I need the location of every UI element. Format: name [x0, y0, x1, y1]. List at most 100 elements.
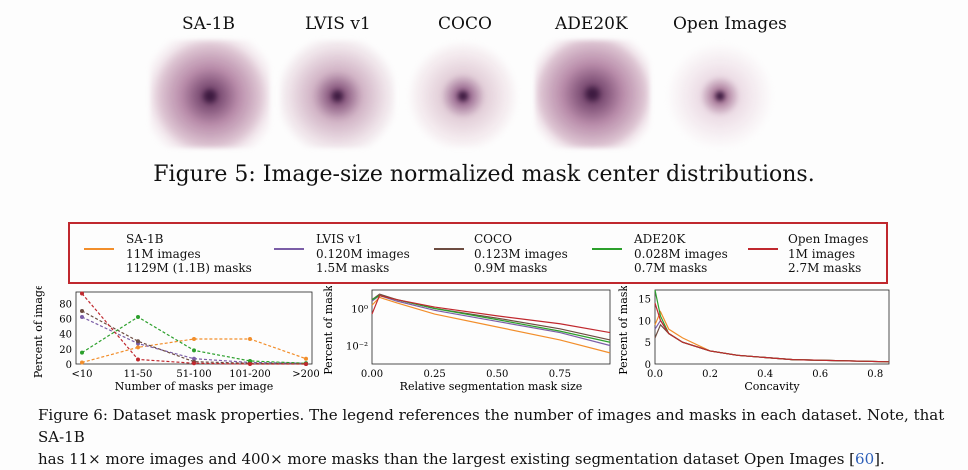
- series-line: [81, 293, 306, 365]
- series-line: [654, 302, 890, 363]
- legend-masks-coco: 0.9M masks: [474, 261, 548, 275]
- x-tick-label: 51-100: [176, 369, 211, 380]
- caption-line2-end: ].: [874, 450, 885, 468]
- x-tick-label: 0.00: [361, 369, 383, 380]
- legend-swatch-lvis: [274, 248, 304, 250]
- plot-frame: [371, 289, 611, 365]
- chart-concavity: Concavity Percent of masks 0 5 10 15 0.0 0.2 0.4…: [617, 286, 890, 393]
- legend-masks-lvis: 1.5M masks: [316, 261, 390, 275]
- heatmap-lvis: [280, 40, 395, 148]
- chart-masks-per-image: Number of masks per image Percent of imag…: [32, 286, 320, 393]
- data-point: [248, 336, 252, 341]
- series-line: [654, 310, 890, 363]
- legend-swatch-ade20k: [592, 248, 622, 250]
- plot-frame: [654, 289, 890, 365]
- figure-6-caption: Figure 6: Dataset mask properties. The l…: [38, 404, 948, 470]
- legend-images-sa1b: 11M images: [126, 247, 201, 261]
- heatmap-label-sa1b: SA-1B: [182, 14, 235, 34]
- data-point: [192, 336, 196, 341]
- x-axis-label: Concavity: [744, 380, 800, 393]
- x-axis-label: Number of masks per image: [115, 380, 273, 393]
- y-tick-label: 10⁰: [351, 305, 368, 316]
- heatmap-label-openimages: Open Images: [673, 14, 787, 34]
- data-point: [136, 357, 140, 362]
- x-tick-label: 0.75: [549, 369, 571, 380]
- citation-link[interactable]: 60: [855, 450, 875, 468]
- x-tick-label: 0.2: [702, 369, 718, 380]
- data-point: [80, 291, 84, 296]
- data-point: [304, 362, 308, 366]
- legend-images-lvis: 0.120M images: [316, 247, 410, 261]
- legend-name-openimages: Open Images: [788, 232, 869, 246]
- heatmap-coco: [408, 40, 518, 148]
- y-axis-label: Percent of masks: [322, 286, 335, 375]
- x-tick-label: 0.0: [647, 369, 663, 380]
- x-tick-label: 0.8: [867, 369, 883, 380]
- y-tick-label: 20: [59, 345, 72, 356]
- series-line: [81, 338, 307, 364]
- legend-masks-ade20k: 0.7M masks: [634, 261, 708, 275]
- series-line: [371, 294, 611, 334]
- x-tick-label: >200: [292, 369, 319, 380]
- figure-6-caption-line2: has 11× more images and 400× more masks …: [38, 448, 948, 470]
- data-point: [80, 350, 84, 355]
- series-line: [371, 293, 611, 341]
- legend-name-lvis: LVIS v1: [316, 232, 363, 246]
- data-point: [248, 358, 252, 363]
- series-line: [371, 296, 611, 354]
- legend-name-sa1b: SA-1B: [126, 232, 164, 246]
- legend-images-ade20k: 0.028M images: [634, 247, 728, 261]
- y-tick-label: 40: [59, 330, 72, 341]
- legend-images-coco: 0.123M images: [474, 247, 568, 261]
- data-point: [136, 339, 140, 344]
- y-tick-label: 60: [59, 315, 72, 326]
- series-line: [371, 294, 611, 347]
- data-point: [192, 361, 196, 366]
- legend-swatch-sa1b: [84, 248, 114, 250]
- x-tick-label: 101-200: [229, 369, 271, 380]
- legend-name-coco: COCO: [474, 232, 513, 246]
- y-tick-label: 5: [645, 338, 651, 349]
- heatmap-label-lvis: LVIS v1: [305, 14, 371, 34]
- y-axis-label: Percent of masks: [617, 286, 630, 375]
- legend-name-ade20k: ADE20K: [634, 232, 686, 246]
- y-tick-label: 10: [638, 316, 651, 327]
- series-line: [371, 294, 611, 343]
- y-axis-label: Percent of images: [32, 286, 45, 378]
- x-tick-label: 0.25: [423, 369, 445, 380]
- data-point: [80, 308, 84, 313]
- data-point: [192, 356, 196, 361]
- figure-6-legend: SA-1B 11M images 1129M (1.1B) masks LVIS…: [68, 222, 888, 284]
- series-line: [81, 316, 307, 364]
- x-tick-label: 11-50: [124, 369, 153, 380]
- x-tick-label: 0.6: [812, 369, 828, 380]
- data-point: [136, 315, 140, 320]
- figure-6-caption-line1: Figure 6: Dataset mask properties. The l…: [38, 406, 945, 446]
- data-point: [248, 362, 252, 366]
- x-axis-label: Relative segmentation mask size: [400, 380, 583, 393]
- data-point: [80, 315, 84, 320]
- legend-swatch-openimages: [748, 248, 778, 250]
- series-line: [654, 323, 890, 363]
- y-tick-label: 80: [59, 299, 72, 310]
- legend-masks-sa1b: 1129M (1.1B) masks: [126, 261, 252, 275]
- y-tick-label: 0: [66, 360, 72, 371]
- y-tick-label: 10⁻²: [346, 342, 368, 353]
- series-line: [654, 289, 890, 363]
- x-tick-label: 0.4: [757, 369, 773, 380]
- data-point: [80, 360, 84, 365]
- y-tick-label: 0: [645, 360, 651, 371]
- caption-line2-text: has 11× more images and 400× more masks …: [38, 450, 856, 468]
- heatmap-label-ade20k: ADE20K: [555, 14, 628, 34]
- y-tick-label: 15: [638, 295, 651, 306]
- chart-mask-size: Relative segmentation mask size Percent o…: [322, 286, 611, 393]
- heatmap-openimages: [665, 40, 775, 148]
- figure-5-caption: Figure 5: Image-size normalized mask cen…: [153, 162, 815, 187]
- heatmap-ade20k: [535, 40, 650, 148]
- legend-images-openimages: 1M images: [788, 247, 856, 261]
- legend-masks-openimages: 2.7M masks: [788, 261, 862, 275]
- heatmap-sa1b: [150, 40, 270, 148]
- heatmap-label-coco: COCO: [438, 14, 492, 34]
- data-point: [192, 348, 196, 353]
- data-point: [136, 345, 140, 350]
